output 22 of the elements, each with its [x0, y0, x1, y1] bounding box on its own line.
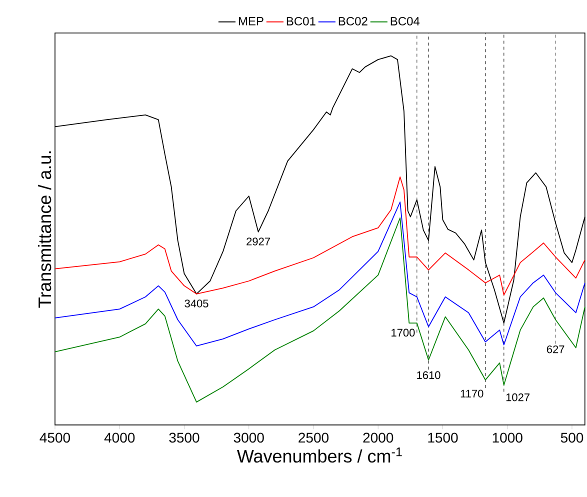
annotation: 1170 [460, 390, 484, 398]
x-axis-title: Wavenumbers / cm$^{-1}$ [237, 448, 402, 463]
annotation: 1027 [506, 393, 530, 402]
x-tick-label: 3500 [169, 432, 200, 443]
legend-label: BC04 [390, 16, 420, 26]
x-tick-label: 4000 [104, 432, 135, 443]
x-tick-label: 4500 [40, 432, 70, 443]
annotation: 1700 [392, 328, 415, 337]
annotation: 1610 [417, 371, 440, 380]
y-axis-title: Transmittance / a.u. [38, 151, 52, 308]
x-tick-label: 500 [560, 432, 584, 443]
x-tick-label: 2500 [298, 432, 329, 443]
annotation: 2927 [246, 238, 270, 246]
x-tick-label: 1000 [492, 432, 522, 443]
legend-label: MEP [238, 17, 264, 26]
annotation: 3405 [184, 300, 208, 308]
legend-label: BC01 [286, 16, 316, 26]
x-tick-label: 2000 [363, 432, 394, 443]
annotation: 627 [546, 345, 564, 354]
legend-label: BC02 [338, 16, 368, 26]
x-tick-label: 3000 [234, 432, 264, 443]
x-tick-label: 1500 [428, 432, 458, 443]
